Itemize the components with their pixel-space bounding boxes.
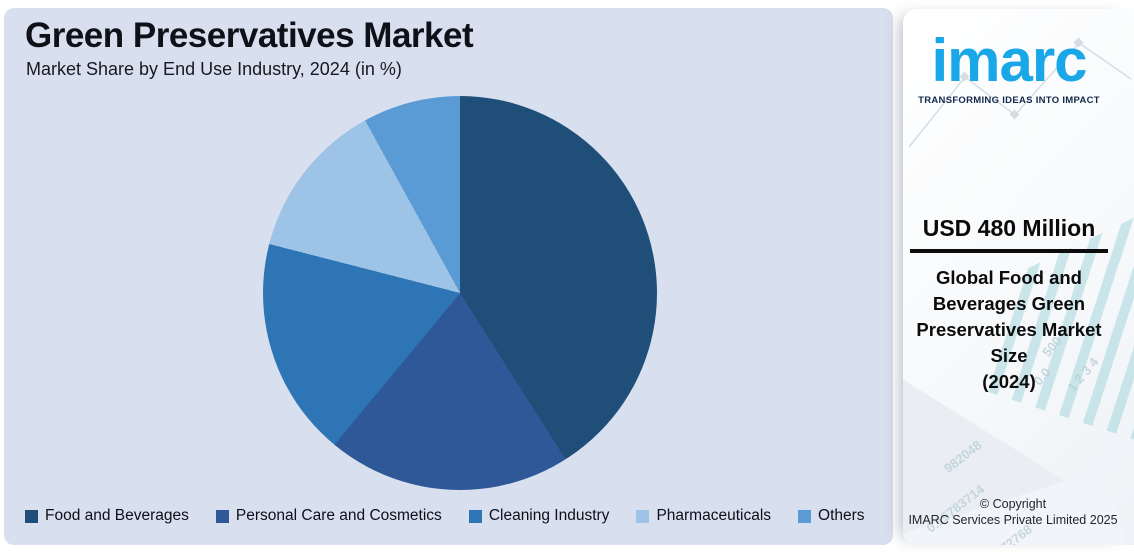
legend-label: Others — [818, 507, 865, 524]
legend-item: Pharmaceuticals — [636, 507, 771, 525]
pie-chart — [263, 96, 657, 490]
legend-swatch-icon — [25, 509, 38, 523]
page-subtitle: Market Share by End Use Industry, 2024 (… — [26, 59, 402, 79]
legend-swatch-icon — [468, 509, 482, 523]
legend-item: Food and Beverages — [25, 507, 189, 525]
legend-swatch-icon — [215, 509, 229, 523]
legend-item: Others — [798, 507, 865, 525]
market-size-label: Global Food and Beverages Green Preserva… — [916, 267, 1102, 392]
legend-item: Cleaning Industry — [468, 507, 610, 525]
chart-card: Green Preservatives Market Market Share … — [4, 8, 893, 545]
legend-label: Food and Beverages — [45, 507, 189, 524]
copyright-notice: © Copyright IMARC Services Private Limit… — [908, 496, 1118, 527]
imarc-logo-wordmark: imarc — [931, 27, 1087, 94]
market-size-value: USD 480 Million — [922, 215, 1096, 241]
legend: Food and Beverages Personal Care and Cosm… — [25, 507, 885, 525]
legend-swatch-icon — [798, 509, 812, 523]
legend-swatch-icon — [636, 509, 650, 523]
divider — [910, 249, 1108, 253]
imarc-logo-tagline: TRANSFORMING IDEAS INTO IMPACT — [918, 95, 1100, 106]
page-title: Green Preservatives Market — [25, 16, 474, 55]
legend-label: Cleaning Industry — [488, 507, 610, 524]
legend-item: Personal Care and Cosmetics — [215, 507, 442, 525]
legend-label: Personal Care and Cosmetics — [235, 507, 442, 524]
brand-panel-content: imarc TRANSFORMING IDEAS INTO IMPACT USD… — [908, 9, 1117, 545]
imarc-logo: imarc TRANSFORMING IDEAS INTO IMPACT — [908, 27, 1110, 107]
brand-panel: 982048 0.15783714 72768 1 2 3 4 0.0 500 … — [903, 9, 1134, 545]
legend-label: Pharmaceuticals — [656, 507, 772, 524]
